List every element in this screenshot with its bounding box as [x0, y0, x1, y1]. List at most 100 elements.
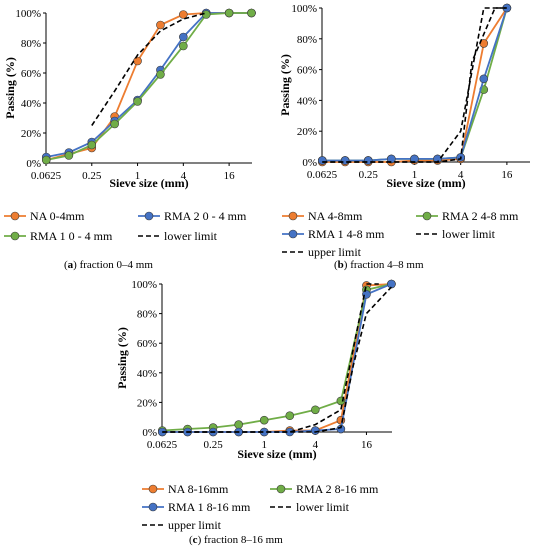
y-tick-label: 40% [137, 368, 157, 380]
x-axis-label: Sieve size (mm) [109, 176, 188, 190]
series-line [162, 283, 392, 433]
x-tick-label: 0.25 [203, 439, 223, 451]
data-point [179, 32, 188, 42]
data-point [311, 426, 320, 435]
y-tick-label: 100% [15, 8, 41, 20]
legend-entry: upper limit [308, 245, 362, 259]
x-tick-label: 1 [412, 169, 418, 181]
data-point [179, 10, 188, 19]
legend-swatch-marker [10, 211, 20, 221]
x-tick-label: 1 [135, 170, 141, 182]
y-tick-label: 0% [302, 157, 317, 169]
data-point [224, 8, 234, 18]
panel-caption: (c) fraction 8–16 mm [189, 534, 283, 546]
x-tick-label: 4 [458, 169, 464, 181]
legend-entry: NA 0-4mm [30, 209, 85, 223]
data-point [259, 415, 269, 425]
y-tick-label: 60% [297, 65, 317, 77]
y-tick-label: 40% [297, 95, 317, 107]
x-axis-label: Sieve size (mm) [237, 447, 316, 461]
y-axis-label: Passing (%) [115, 327, 129, 389]
data-point [285, 411, 295, 421]
data-point [179, 41, 188, 51]
y-tick-label: 40% [21, 98, 41, 110]
series-line [322, 7, 508, 162]
data-point [387, 279, 396, 289]
y-tick-label: 20% [297, 126, 317, 138]
data-point [41, 155, 51, 165]
legend: NA 4-8mm RMA 2 4-8 mm RMA 1 4-8 mm lower li… [282, 209, 519, 259]
data-point [247, 8, 256, 18]
y-tick-label: 100% [131, 279, 157, 291]
data-point [87, 140, 97, 150]
y-tick-label: 60% [21, 68, 41, 80]
legend-entry: RMA 1 8-16 mm [168, 500, 251, 514]
x-tick-label: 0.0625 [31, 170, 62, 182]
y-tick-label: 60% [137, 338, 157, 350]
y-tick-label: 20% [21, 128, 41, 140]
y-tick-label: 80% [21, 38, 41, 50]
legend-swatch-marker [288, 229, 298, 239]
legend: NA 8-16mm RMA 2 8-16 mm RMA 1 8-16 mm lower… [142, 482, 379, 532]
data-point [336, 424, 346, 434]
chart-panel-a: 0% 20% 40% 60% 80% 100% 0.0625 0.25 1 4 16 Sieve si… [3, 8, 256, 271]
legend-swatch-marker [144, 211, 154, 221]
series-line [162, 286, 392, 433]
series-line [322, 7, 508, 162]
y-tick-label: 20% [137, 397, 157, 409]
data-point [387, 154, 396, 164]
legend-entry: NA 4-8mm [308, 209, 363, 223]
x-tick-label: 1 [261, 439, 267, 451]
x-tick-label: 4 [313, 439, 319, 451]
legend-swatch-marker [10, 231, 20, 241]
legend-swatch-marker [148, 502, 158, 512]
chart-panel-c: 0% 20% 40% 60% 80% 100% 0.0625 0.25 1 4 16 Sieve si… [115, 279, 396, 546]
series-line [91, 12, 207, 126]
legend-entry: RMA 2 4-8 mm [442, 209, 519, 223]
x-tick-label: 16 [224, 170, 236, 182]
series-line [162, 283, 392, 432]
data-point [234, 420, 243, 429]
x-tick-label: 16 [501, 169, 513, 181]
x-tick-label: 0.25 [82, 170, 102, 182]
chart-panel-b: 0% 20% 40% 60% 80% 100% 0.0625 0.25 1 4 16 Sieve si… [278, 3, 530, 271]
legend-entry: upper limit [168, 518, 222, 532]
data-point [64, 151, 74, 160]
data-point [363, 156, 373, 165]
legend-swatch-marker [148, 484, 158, 494]
y-tick-label: 0% [26, 158, 41, 170]
x-tick-label: 0.25 [359, 169, 379, 181]
data-point [317, 156, 327, 165]
data-point [156, 20, 165, 30]
legend-entry: lower limit [164, 229, 218, 243]
legend-swatch-marker [422, 211, 432, 221]
legend-entry: RMA 2 8-16 mm [296, 482, 379, 496]
y-axis-label: Passing (%) [3, 57, 17, 119]
legend-entry: RMA 1 4-8 mm [308, 227, 385, 241]
legend: NA 0-4mm RMA 2 0 - 4 mm RMA 1 0 - 4 mm lowe… [4, 209, 247, 243]
data-point [156, 70, 165, 79]
data-point [479, 74, 489, 84]
y-axis-label: Passing (%) [278, 54, 292, 116]
data-point [433, 154, 442, 164]
x-tick-label: 0.0625 [307, 169, 338, 181]
legend-entry: lower limit [296, 500, 350, 514]
x-tick-label: 4 [181, 170, 187, 182]
y-tick-label: 0% [142, 427, 157, 439]
series-line [162, 283, 379, 433]
panel-caption: (b) fraction 4–8 mm [334, 259, 424, 271]
data-point [110, 119, 119, 129]
series-line [322, 7, 507, 163]
legend-entry: RMA 1 0 - 4 mm [30, 229, 113, 243]
series-line [46, 12, 252, 158]
x-tick-label: 0.0625 [147, 439, 178, 451]
data-point [340, 156, 350, 165]
series-line [46, 12, 252, 161]
data-point [311, 405, 320, 415]
y-tick-label: 80% [137, 309, 157, 321]
series-line [162, 283, 392, 433]
data-point [133, 97, 142, 106]
x-tick-label: 16 [361, 439, 373, 451]
legend-entry: RMA 2 0 - 4 mm [164, 209, 247, 223]
